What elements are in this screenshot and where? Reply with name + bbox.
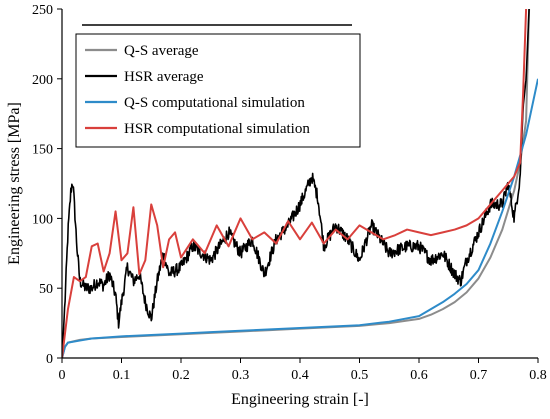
series-line-1 [62, 9, 530, 358]
legend-label: HSR average [124, 69, 204, 85]
axis-layer: 0 0.1 0.2 0.3 0.4 0.5 0.6 0.7 0.8 0 50 100 150 200 250 [32, 3, 547, 383]
x-tick-label: 0.6 [410, 368, 428, 383]
y-tick-label: 50 [39, 282, 53, 297]
y-tick-label: 150 [32, 143, 53, 158]
x-tick-label: 0 [59, 368, 66, 383]
legend-label: HSR computational simulation [124, 121, 310, 137]
y-tick-label: 0 [46, 352, 53, 367]
legend-box [75, 33, 361, 148]
series-layer [62, 9, 538, 358]
legend: Q-S average HSR average Q-S computational … [75, 33, 361, 148]
y-tick-label: 200 [32, 73, 53, 88]
x-tick-label: 0.5 [351, 368, 369, 383]
x-tick-label: 0.7 [470, 368, 488, 383]
x-axis-title: Engineering strain [-] [231, 391, 369, 408]
x-tick-label: 0.4 [291, 368, 309, 383]
series-line-2 [62, 78, 538, 358]
x-tick-label: 0.8 [529, 368, 547, 383]
x-tick-label: 0.3 [232, 368, 250, 383]
series-line-3 [62, 9, 528, 358]
y-tick-label: 100 [32, 212, 53, 227]
x-tick-label: 0.1 [113, 368, 131, 383]
legend-label: Q-S computational simulation [124, 95, 305, 111]
legend-label: Q-S average [124, 43, 199, 59]
x-tick-label: 0.2 [172, 368, 190, 383]
y-axis-title: Engineering stress [MPa] [6, 102, 23, 265]
y-tick-label: 250 [32, 3, 53, 18]
